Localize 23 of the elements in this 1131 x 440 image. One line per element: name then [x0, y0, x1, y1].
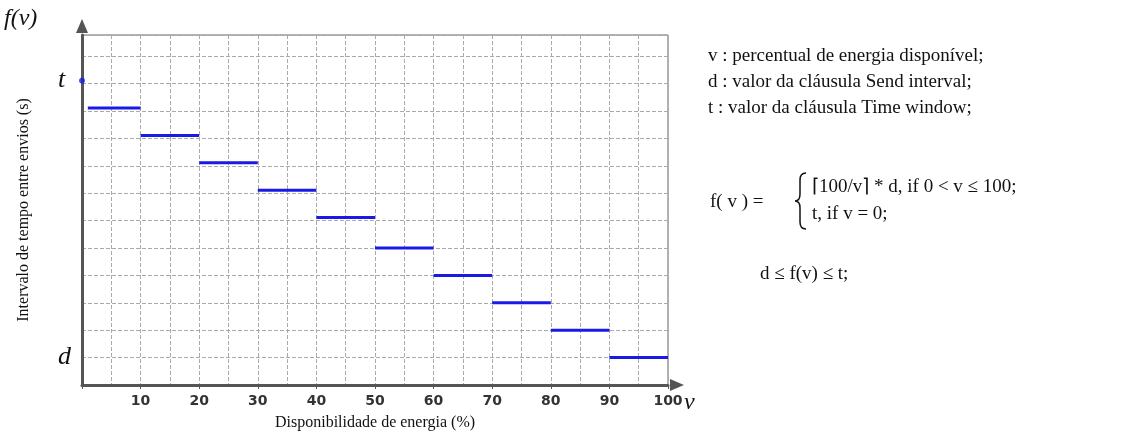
x-tick-label: 20 [189, 392, 210, 408]
text: t, if v = 0; [812, 202, 888, 224]
text: d : valor da cláusula Send interval; [708, 70, 972, 92]
x-tick-label: 50 [365, 392, 385, 408]
text: d ≤ f(v) ≤ t; [760, 262, 849, 284]
x-axis-title: Disponibilidade de energia (%) [274, 412, 476, 431]
text: t : valor da cláusula Time window; [708, 96, 972, 118]
text: f( v ) = [710, 190, 764, 212]
text: d [58, 340, 71, 371]
x-tick-label: 10 [130, 392, 151, 408]
x-tick-label: 100 [653, 392, 683, 408]
text: v [684, 388, 695, 415]
text: f(v) [4, 4, 38, 31]
x-tick-label: 80 [541, 392, 561, 408]
text: v : percentual de energia disponível; [708, 44, 984, 66]
x-tick-label: 70 [482, 392, 503, 408]
x-tick-label: 90 [599, 392, 620, 408]
y-axis-title: Intervalo de tempo entre envios (s) [13, 98, 32, 322]
x-tick-label: 40 [306, 392, 327, 408]
text: ⌈100/v⌉ * d, if 0 < v ≤ 100; [812, 174, 1017, 197]
x-tick-label: 60 [423, 392, 444, 408]
x-tick-label: 30 [248, 392, 268, 408]
annotation: t [58, 63, 66, 94]
